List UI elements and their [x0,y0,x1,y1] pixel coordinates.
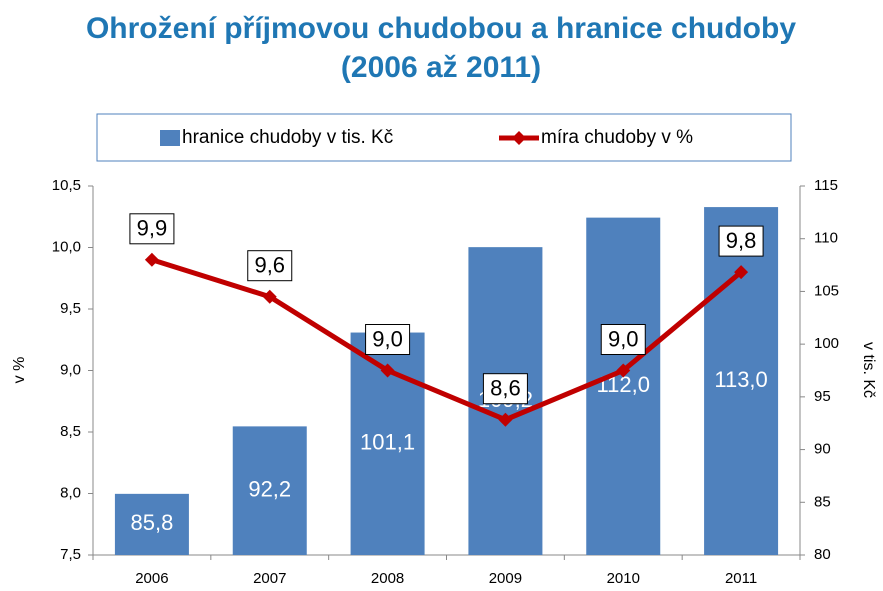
value-label-box [482,373,528,405]
line-value-label: 9,6 [254,253,285,278]
line-value-label: 9,0 [608,326,639,351]
y2-tick-label: 95 [814,388,831,405]
bar-value-label: 113,0 [714,367,767,392]
y2-tick-label: 110 [814,230,838,247]
line-marker [616,363,631,378]
y-tick-label: 8,0 [60,484,81,501]
line-marker [262,289,277,304]
bar [704,207,779,556]
y-tick-label: 9,0 [60,361,81,378]
line-value-label: 9,9 [137,216,168,241]
line-marker [380,363,395,378]
x-tick-label: 2008 [371,570,404,587]
chart-title: Ohrožení příjmovou chudobou a hranice ch… [86,12,796,45]
bar [114,493,189,555]
x-tick-label: 2007 [253,570,286,587]
x-tick-label: 2009 [489,570,522,587]
bar-value-label: 101,1 [360,430,415,455]
legend-label: míra chudoby v % [541,127,693,148]
line-value-label: 9,8 [726,228,757,253]
x-tick-label: 2010 [607,570,640,587]
value-label-box [718,225,764,257]
value-label-box [129,213,175,245]
y2-tick-label: 85 [814,493,831,510]
y-tick-label: 10,5 [52,177,81,194]
legend-box [96,113,792,162]
chart-title: (2006 až 2011) [341,51,541,84]
line-value-label: 9,0 [372,326,403,351]
value-label-box [247,250,293,282]
line-marker [498,412,513,427]
x-tick-label: 2006 [135,570,168,587]
y-tick-label: 10,0 [52,238,81,255]
legend-marker [512,131,526,145]
y-tick-label: 7,5 [60,546,81,563]
y2-tick-label: 100 [814,335,839,352]
legend-swatch [160,130,180,146]
line-value-label: 8,6 [490,376,521,401]
y-tick-label: 9,5 [60,300,81,317]
value-label-box [365,324,411,355]
legend-label: hranice chudoby v tis. Kč [182,127,393,148]
bar [232,426,307,555]
y2-tick-label: 80 [814,546,831,563]
y2-tick-label: 105 [814,282,839,299]
value-label-box [600,324,646,355]
y-tick-label: 8,5 [60,423,81,440]
line-marker [144,252,159,267]
line-marker [734,265,749,280]
bar-value-label: 92,2 [248,477,291,502]
bar-value-label: 85,8 [131,510,174,535]
x-tick-label: 2011 [725,570,757,587]
y2-axis-label: v tis. Kč [860,342,877,398]
y2-tick-label: 115 [814,177,838,194]
bar [586,217,661,555]
y2-tick-label: 90 [814,441,831,458]
y-axis-label: v % [11,357,28,384]
